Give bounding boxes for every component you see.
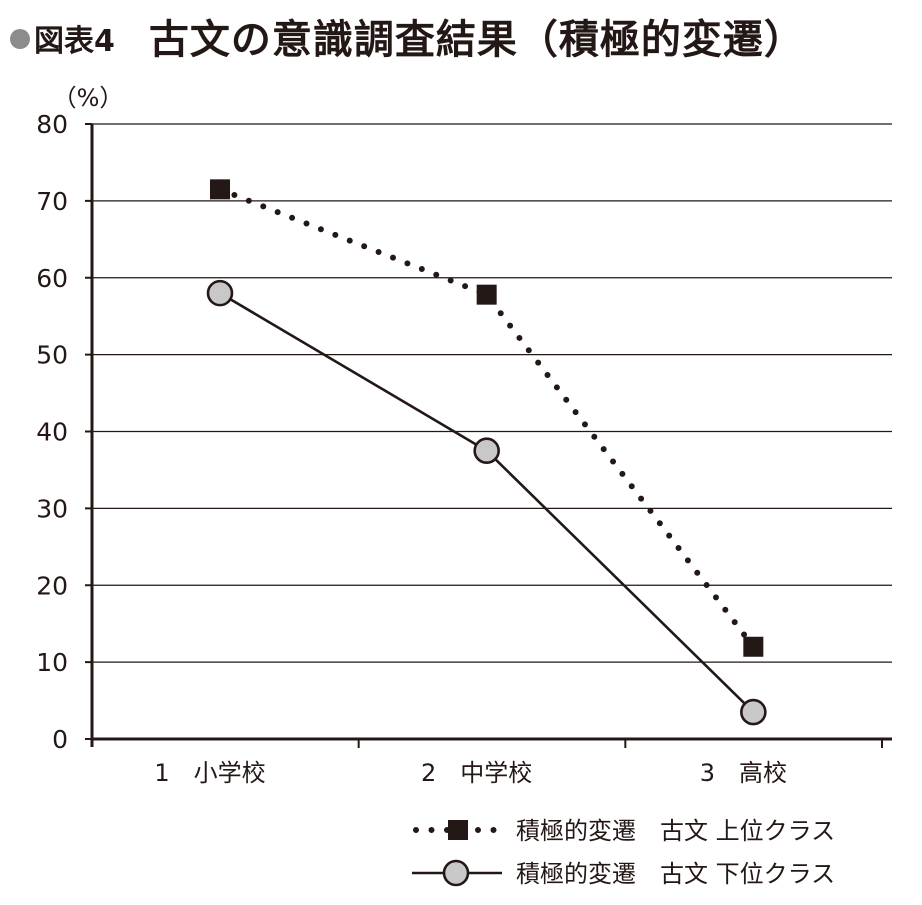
gridlines	[92, 123, 892, 663]
y-tick-label: 70	[36, 187, 68, 216]
axes: （%） 0 10 20 30 40 50 60 70 80 1 小学校 2 中学校 3 高校	[36, 84, 892, 787]
data-point-circle	[206, 279, 234, 307]
legend-marker-circle	[442, 859, 470, 887]
data-point-square	[476, 284, 497, 305]
legend-marker-square	[448, 820, 468, 840]
y-tick-label: 80	[36, 110, 68, 139]
data-point-square	[210, 179, 230, 200]
y-tick-label: 10	[36, 648, 68, 677]
figure-label: 図表4	[34, 24, 115, 59]
series-line-2	[218, 291, 755, 714]
y-tick-label: 40	[36, 418, 68, 447]
legend-label: 積極的変遷 古文 上位クラス	[516, 817, 835, 845]
y-unit-label: （%）	[53, 84, 124, 112]
x-tick-label: 2 中学校	[421, 759, 532, 787]
y-tick-label: 60	[36, 264, 68, 293]
data-point-square	[743, 636, 764, 657]
data-point-circle	[473, 437, 500, 465]
legend-label: 積極的変遷 古文 下位クラス	[516, 860, 835, 888]
chart-title: 古文の意識調査結果（積極的変遷）	[148, 17, 805, 63]
data-point-circle	[740, 698, 767, 726]
chart-heading: 図表4 古文の意識調査結果（積極的変遷）	[10, 6, 805, 66]
y-tick-label: 0	[52, 725, 68, 754]
series-group	[206, 179, 767, 726]
x-tick-label: 1 小学校	[154, 759, 265, 787]
heading-bullet-icon	[10, 29, 30, 49]
y-tick-label: 50	[36, 341, 68, 370]
y-tick-label: 20	[36, 571, 68, 600]
x-tick-label: 3 高校	[700, 759, 787, 787]
y-tick-label: 30	[36, 494, 68, 523]
series-line-1	[217, 186, 757, 650]
